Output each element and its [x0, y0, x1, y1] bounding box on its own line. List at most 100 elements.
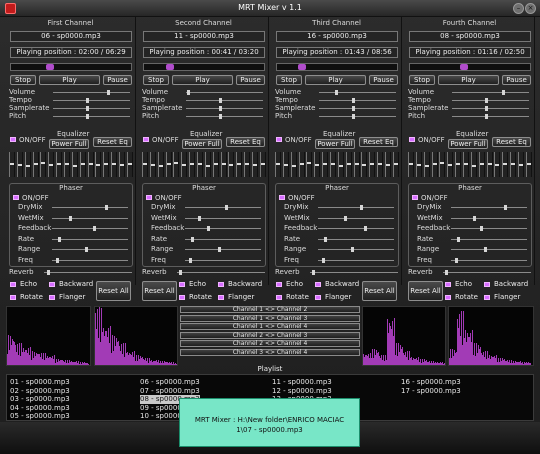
eq-band-knob[interactable] — [120, 164, 125, 167]
eq-band[interactable] — [111, 152, 118, 177]
eq-band-knob[interactable] — [41, 161, 46, 164]
eq-band[interactable] — [330, 152, 337, 177]
eq-band-knob[interactable] — [495, 164, 500, 167]
eq-onoff-checkbox[interactable] — [409, 137, 415, 142]
slider-knob[interactable] — [360, 205, 364, 210]
eq-band[interactable] — [282, 152, 289, 177]
phaser-range-slider[interactable] — [451, 247, 527, 252]
slider-knob[interactable] — [352, 106, 356, 111]
eq-band-knob[interactable] — [96, 164, 101, 167]
playlist-item[interactable]: 08 - sp0000.mp3 — [140, 395, 200, 404]
phaser-freq-slider[interactable] — [451, 257, 527, 263]
eq-band[interactable] — [353, 152, 360, 177]
eq-band[interactable] — [228, 152, 235, 177]
slider-knob[interactable] — [219, 106, 223, 111]
reverb-slider[interactable] — [443, 270, 531, 275]
stop-button[interactable]: Stop — [276, 75, 302, 85]
eq-onoff-checkbox[interactable] — [276, 137, 282, 142]
playlist-item[interactable]: 01 - sp0000.mp3 — [10, 378, 70, 386]
pitch-slider[interactable] — [452, 114, 529, 119]
eq-band-knob[interactable] — [174, 161, 179, 164]
eq-onoff-checkbox[interactable] — [143, 137, 149, 142]
eq-band[interactable] — [377, 152, 384, 177]
volume-slider[interactable] — [452, 90, 529, 95]
playlist-item[interactable]: 11 - sp0000.mp3 — [272, 378, 332, 386]
samplerate-slider[interactable] — [452, 106, 529, 111]
slider-knob[interactable] — [485, 106, 489, 111]
playlist-item[interactable]: 12 - sp0000.mp3 — [272, 386, 332, 395]
eq-band-knob[interactable] — [166, 163, 171, 165]
reset-all-button[interactable]: Reset All — [408, 281, 443, 301]
eq-band-knob[interactable] — [260, 163, 265, 165]
slider-knob[interactable] — [485, 98, 489, 103]
eq-band[interactable] — [71, 152, 78, 177]
eq-power-full-button[interactable]: Power Full — [182, 139, 222, 149]
samplerate-slider[interactable] — [319, 106, 396, 111]
eq-band-knob[interactable] — [393, 163, 398, 165]
eq-band[interactable] — [415, 152, 422, 177]
slider-knob[interactable] — [219, 114, 223, 119]
phaser-range-slider[interactable] — [185, 247, 261, 252]
eq-band-knob[interactable] — [299, 163, 304, 165]
echo-checkbox[interactable] — [179, 282, 185, 287]
reset-all-button[interactable]: Reset All — [142, 281, 177, 301]
eq-band[interactable] — [189, 152, 196, 177]
echo-checkbox[interactable] — [10, 282, 16, 287]
eq-band-knob[interactable] — [158, 165, 163, 168]
eq-band[interactable] — [48, 152, 55, 177]
eq-band[interactable] — [119, 152, 126, 177]
eq-band-knob[interactable] — [72, 164, 77, 167]
eq-band[interactable] — [392, 152, 399, 177]
echo-checkbox[interactable] — [445, 282, 451, 287]
eq-band-knob[interactable] — [503, 163, 508, 165]
eq-band[interactable] — [173, 152, 180, 177]
eq-band-knob[interactable] — [57, 163, 62, 165]
eq-band[interactable] — [463, 152, 470, 177]
samplerate-slider[interactable] — [186, 106, 263, 111]
reverb-slider[interactable] — [310, 270, 398, 275]
playlist-item[interactable]: 02 - sp0000.mp3 — [10, 386, 70, 395]
phaser-onoff-checkbox[interactable] — [13, 195, 19, 200]
phaser-onoff-checkbox[interactable] — [146, 195, 152, 200]
minimize-button[interactable]: – — [513, 3, 524, 14]
phaser-wetmix-slider[interactable] — [318, 215, 394, 221]
backward-checkbox[interactable] — [49, 282, 55, 287]
stop-button[interactable]: Stop — [409, 75, 435, 85]
eq-band[interactable] — [298, 152, 305, 177]
slider-knob[interactable] — [190, 236, 194, 242]
eq-band[interactable] — [361, 152, 368, 177]
backward-checkbox[interactable] — [315, 282, 321, 287]
equalizer-bands[interactable] — [275, 152, 399, 177]
pause-button[interactable]: Pause — [502, 75, 531, 85]
eq-band[interactable] — [385, 152, 392, 177]
pause-button[interactable]: Pause — [369, 75, 398, 85]
eq-band-knob[interactable] — [221, 163, 226, 165]
eq-band-knob[interactable] — [362, 164, 367, 167]
phaser-rate-slider[interactable] — [185, 236, 261, 242]
flanger-checkbox[interactable] — [315, 295, 321, 300]
playlist-item[interactable]: 03 - sp0000.mp3 — [10, 395, 70, 404]
position-thumb[interactable] — [45, 64, 54, 70]
eq-band-knob[interactable] — [386, 164, 391, 167]
eq-band-knob[interactable] — [471, 164, 476, 167]
rotate-checkbox[interactable] — [276, 295, 282, 300]
pause-button[interactable]: Pause — [103, 75, 132, 85]
slider-knob[interactable] — [454, 257, 458, 263]
slider-knob[interactable] — [206, 226, 210, 231]
eq-band[interactable] — [322, 152, 329, 177]
position-thumb[interactable] — [460, 64, 469, 70]
slider-knob[interactable] — [350, 247, 354, 252]
play-button[interactable]: Play — [438, 75, 499, 85]
equalizer-bands[interactable] — [142, 152, 266, 177]
eq-band[interactable] — [236, 152, 243, 177]
playlist-item[interactable]: 05 - sp0000.mp3 — [10, 412, 70, 421]
eq-band[interactable] — [126, 152, 133, 177]
eq-band[interactable] — [204, 152, 211, 177]
eq-band-knob[interactable] — [370, 163, 375, 165]
reset-all-button[interactable]: Reset All — [362, 281, 397, 301]
eq-band-knob[interactable] — [432, 163, 437, 165]
eq-power-full-button[interactable]: Power Full — [49, 139, 89, 149]
play-button[interactable]: Play — [172, 75, 233, 85]
position-slider[interactable] — [276, 63, 398, 71]
eq-band[interactable] — [408, 152, 414, 177]
